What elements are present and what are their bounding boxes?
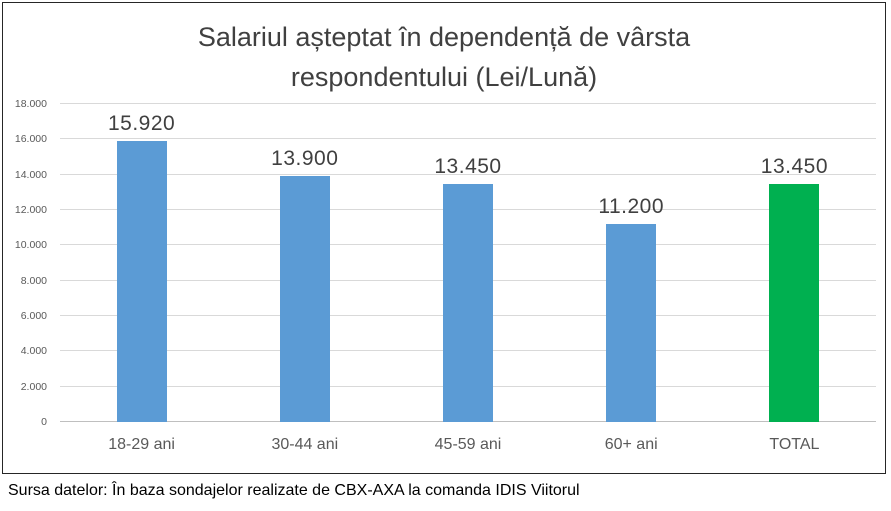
data-source-note: Sursa datelor: În baza sondajelor realiz… [8, 482, 580, 499]
y-tick-label: 10.000 [14, 239, 47, 252]
y-axis-labels: 0 2.000 4.000 6.000 8.000 10.000 12.000 14.000 1… [3, 98, 55, 428]
bar-45-59 ani [443, 184, 493, 422]
y-tick-label: 6.000 [20, 310, 47, 322]
chart-container: Salariul așteptat în dependență de vârst… [2, 2, 886, 474]
plot-area: 15.920 13.900 13.450 11.200 13.450 [60, 103, 876, 422]
bar-value-label: 13.900 [271, 147, 339, 171]
chart-title: Salariul așteptat în dependență de vârst… [197, 22, 691, 92]
y-tick-label: 18.000 [14, 98, 47, 110]
bar-60+ ani [606, 224, 657, 422]
x-tick-label: 18-29 ani [108, 436, 175, 453]
x-tick-label: 60+ ani [604, 436, 658, 453]
x-axis-labels: 18-29 ani 30-44 ani 45-59 ani 60+ ani TOTAL [60, 430, 876, 460]
y-tick-label: 8.000 [20, 274, 47, 287]
y-tick-label: 0 [41, 416, 47, 428]
gridline [60, 103, 876, 104]
bar-30-44 ani [279, 176, 330, 422]
bar-TOTAL [769, 184, 820, 422]
gridline [60, 173, 876, 175]
x-tick-label: TOTAL [769, 436, 820, 453]
bar-value-label: 13.450 [434, 155, 502, 179]
bar-value-label: 13.450 [760, 155, 828, 179]
y-tick-label: 12.000 [14, 204, 47, 216]
bar-value-label: 15.920 [107, 111, 176, 135]
y-tick-label: 4.000 [20, 345, 47, 358]
gridline [60, 138, 876, 140]
bar-value-label: 11.200 [598, 195, 665, 219]
y-tick-label: 2.000 [20, 380, 47, 393]
x-tick-label: 45-59 ani [434, 436, 502, 453]
y-tick-label: 16.000 [14, 133, 47, 146]
x-tick-label: 30-44 ani [271, 436, 339, 453]
y-tick-label: 14.000 [14, 168, 47, 181]
bar-18-29 ani [116, 140, 167, 422]
